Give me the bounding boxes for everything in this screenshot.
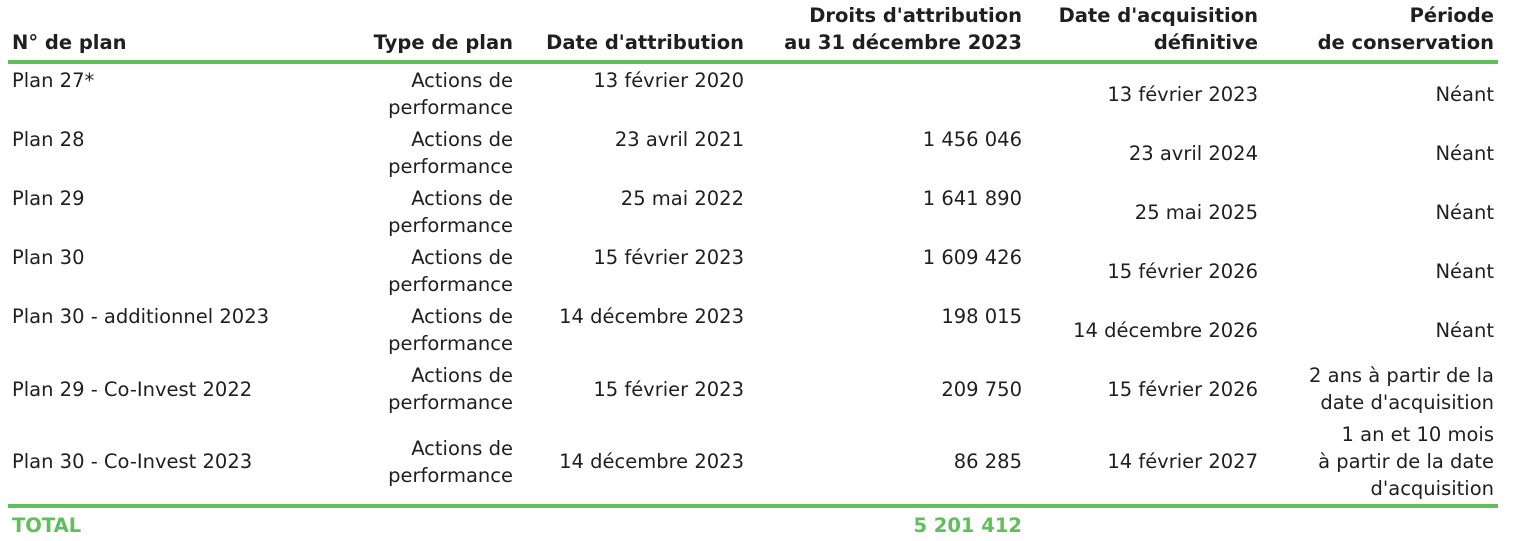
holding-line2: date d'acquisition bbox=[1320, 391, 1494, 414]
header-grant-rights-line1: Droits d'attribution bbox=[809, 4, 1022, 27]
plan-type-line1: Actions de bbox=[411, 364, 513, 387]
grant-rights: 86 285 bbox=[748, 418, 1026, 508]
plan-type-line1: Actions de bbox=[411, 69, 513, 92]
grant-rights: 1 641 890 bbox=[922, 187, 1022, 210]
grant-date: 23 avril 2021 bbox=[614, 128, 744, 151]
holding-line1: Néant bbox=[1435, 259, 1494, 283]
holding-period: 1 an et 10 mois à partir de la date d'acqu… bbox=[1262, 418, 1498, 508]
table-row: Plan 29 Actions de performance 25 mai 202… bbox=[8, 182, 1498, 241]
grant-rights: 198 015 bbox=[941, 305, 1022, 328]
holding-line1: Néant bbox=[1435, 82, 1494, 106]
total-empty-cell bbox=[1026, 506, 1262, 541]
table-row: Plan 30 - Co-Invest 2023 Actions de perfo… bbox=[8, 418, 1498, 508]
grant-date: 14 décembre 2023 bbox=[517, 418, 748, 508]
plan-type-line2: performance bbox=[388, 214, 513, 237]
plan-type: Actions de performance bbox=[294, 62, 517, 123]
plan-name: Plan 28 bbox=[12, 128, 85, 151]
table-row: Plan 29 - Co-Invest 2022 Actions de perfo… bbox=[8, 359, 1498, 418]
header-holding-line1: Période bbox=[1409, 4, 1494, 27]
grant-rights bbox=[748, 62, 1026, 123]
total-empty-cell bbox=[517, 506, 748, 541]
plan-type-line1: Actions de bbox=[411, 246, 513, 269]
plan-type: Actions de performance bbox=[294, 241, 517, 300]
total-label: TOTAL bbox=[12, 514, 82, 537]
header-plan-type: Type de plan bbox=[294, 0, 517, 64]
grant-date: 15 février 2023 bbox=[593, 377, 744, 401]
header-vesting-line1: Date d'acquisition bbox=[1058, 4, 1258, 27]
plan-name: Plan 30 - Co-Invest 2023 bbox=[8, 418, 294, 508]
plan-type-line2: performance bbox=[388, 96, 513, 119]
grant-date: 15 février 2023 bbox=[593, 246, 744, 269]
holding-period: 2 ans à partir de la date d'acquisition bbox=[1262, 359, 1498, 418]
plan-type: Actions de performance bbox=[294, 300, 517, 359]
grant-rights: 209 750 bbox=[941, 377, 1022, 401]
grant-rights: 1 609 426 bbox=[922, 246, 1022, 269]
total-value: 5 201 412 bbox=[913, 514, 1022, 537]
total-row: TOTAL 5 201 412 bbox=[8, 506, 1498, 541]
table-row: Plan 27* Actions de performance 13 févrie… bbox=[8, 62, 1498, 123]
header-plan-no: N° de plan bbox=[8, 0, 294, 64]
holding-line1: 2 ans à partir de la bbox=[1309, 364, 1494, 387]
grant-date: 14 décembre 2023 bbox=[559, 305, 744, 328]
total-empty-cell bbox=[1262, 506, 1498, 541]
table-row: Plan 28 Actions de performance 23 avril 2… bbox=[8, 123, 1498, 182]
holding-period: Néant bbox=[1262, 62, 1498, 123]
header-holding-line2: de conservation bbox=[1317, 31, 1494, 54]
plan-type: Actions de performance bbox=[294, 123, 517, 182]
header-vesting-date: Date d'acquisition définitive bbox=[1026, 0, 1262, 64]
plan-name: Plan 29 - Co-Invest 2022 bbox=[12, 377, 253, 401]
vesting-date: 23 avril 2024 bbox=[1128, 141, 1258, 165]
grant-date: 13 février 2020 bbox=[593, 69, 744, 92]
grant-rights: 1 456 046 bbox=[922, 128, 1022, 151]
holding-period: Néant bbox=[1262, 182, 1498, 241]
plan-type-line2: performance bbox=[388, 155, 513, 178]
holding-line1: Néant bbox=[1435, 200, 1494, 224]
plan-type-line1: Actions de bbox=[411, 187, 513, 210]
vesting-date: 25 mai 2025 bbox=[1134, 200, 1258, 224]
holding-line1: 1 an et 10 mois bbox=[1341, 423, 1494, 446]
plan-type-line1: Actions de bbox=[411, 128, 513, 151]
grant-date: 25 mai 2022 bbox=[620, 187, 744, 210]
header-grant-rights-line2: au 31 décembre 2023 bbox=[784, 31, 1022, 54]
header-vesting-line2: définitive bbox=[1153, 31, 1258, 54]
plan-type-line1: Actions de bbox=[411, 305, 513, 328]
table-row: Plan 30 - additionnel 2023 Actions de per… bbox=[8, 300, 1498, 359]
plan-name: Plan 29 bbox=[12, 187, 85, 210]
plans-table: N° de plan Type de plan Date d'attributi… bbox=[8, 0, 1498, 541]
total-empty-cell bbox=[294, 506, 517, 541]
plan-type-line2: performance bbox=[388, 463, 513, 487]
plan-name: Plan 30 - additionnel 2023 bbox=[12, 305, 270, 328]
header-row: N° de plan Type de plan Date d'attributi… bbox=[8, 0, 1498, 64]
vesting-date: 14 décembre 2026 bbox=[1073, 318, 1258, 342]
holding-period: Néant bbox=[1262, 300, 1498, 359]
plan-type-line2: performance bbox=[388, 332, 513, 355]
holding-period: Néant bbox=[1262, 241, 1498, 300]
plan-type-line1: Actions de bbox=[411, 436, 513, 460]
plan-type-line2: performance bbox=[388, 273, 513, 296]
plans-table-container: N° de plan Type de plan Date d'attributi… bbox=[8, 0, 1498, 541]
plan-type-line2: performance bbox=[388, 391, 513, 414]
vesting-date: 13 février 2023 bbox=[1107, 82, 1258, 106]
plan-type: Actions de performance bbox=[294, 182, 517, 241]
holding-line1: Néant bbox=[1435, 141, 1494, 165]
header-grant-rights: Droits d'attribution au 31 décembre 2023 bbox=[748, 0, 1026, 64]
plan-name: Plan 30 bbox=[12, 246, 85, 269]
vesting-date: 15 février 2026 bbox=[1107, 377, 1258, 401]
holding-period: Néant bbox=[1262, 123, 1498, 182]
table-row: Plan 30 Actions de performance 15 février… bbox=[8, 241, 1498, 300]
plan-type: Actions de performance bbox=[294, 418, 517, 508]
holding-line1: Néant bbox=[1435, 318, 1494, 342]
plan-name: Plan 27* bbox=[12, 69, 95, 92]
holding-line3: d'acquisition bbox=[1370, 477, 1495, 500]
holding-line2: à partir de la date bbox=[1318, 450, 1494, 473]
header-holding-period: Période de conservation bbox=[1262, 0, 1498, 64]
vesting-date: 14 février 2027 bbox=[1026, 418, 1262, 508]
header-grant-date: Date d'attribution bbox=[517, 0, 748, 64]
plan-type: Actions de performance bbox=[294, 359, 517, 418]
vesting-date: 15 février 2026 bbox=[1107, 259, 1258, 283]
